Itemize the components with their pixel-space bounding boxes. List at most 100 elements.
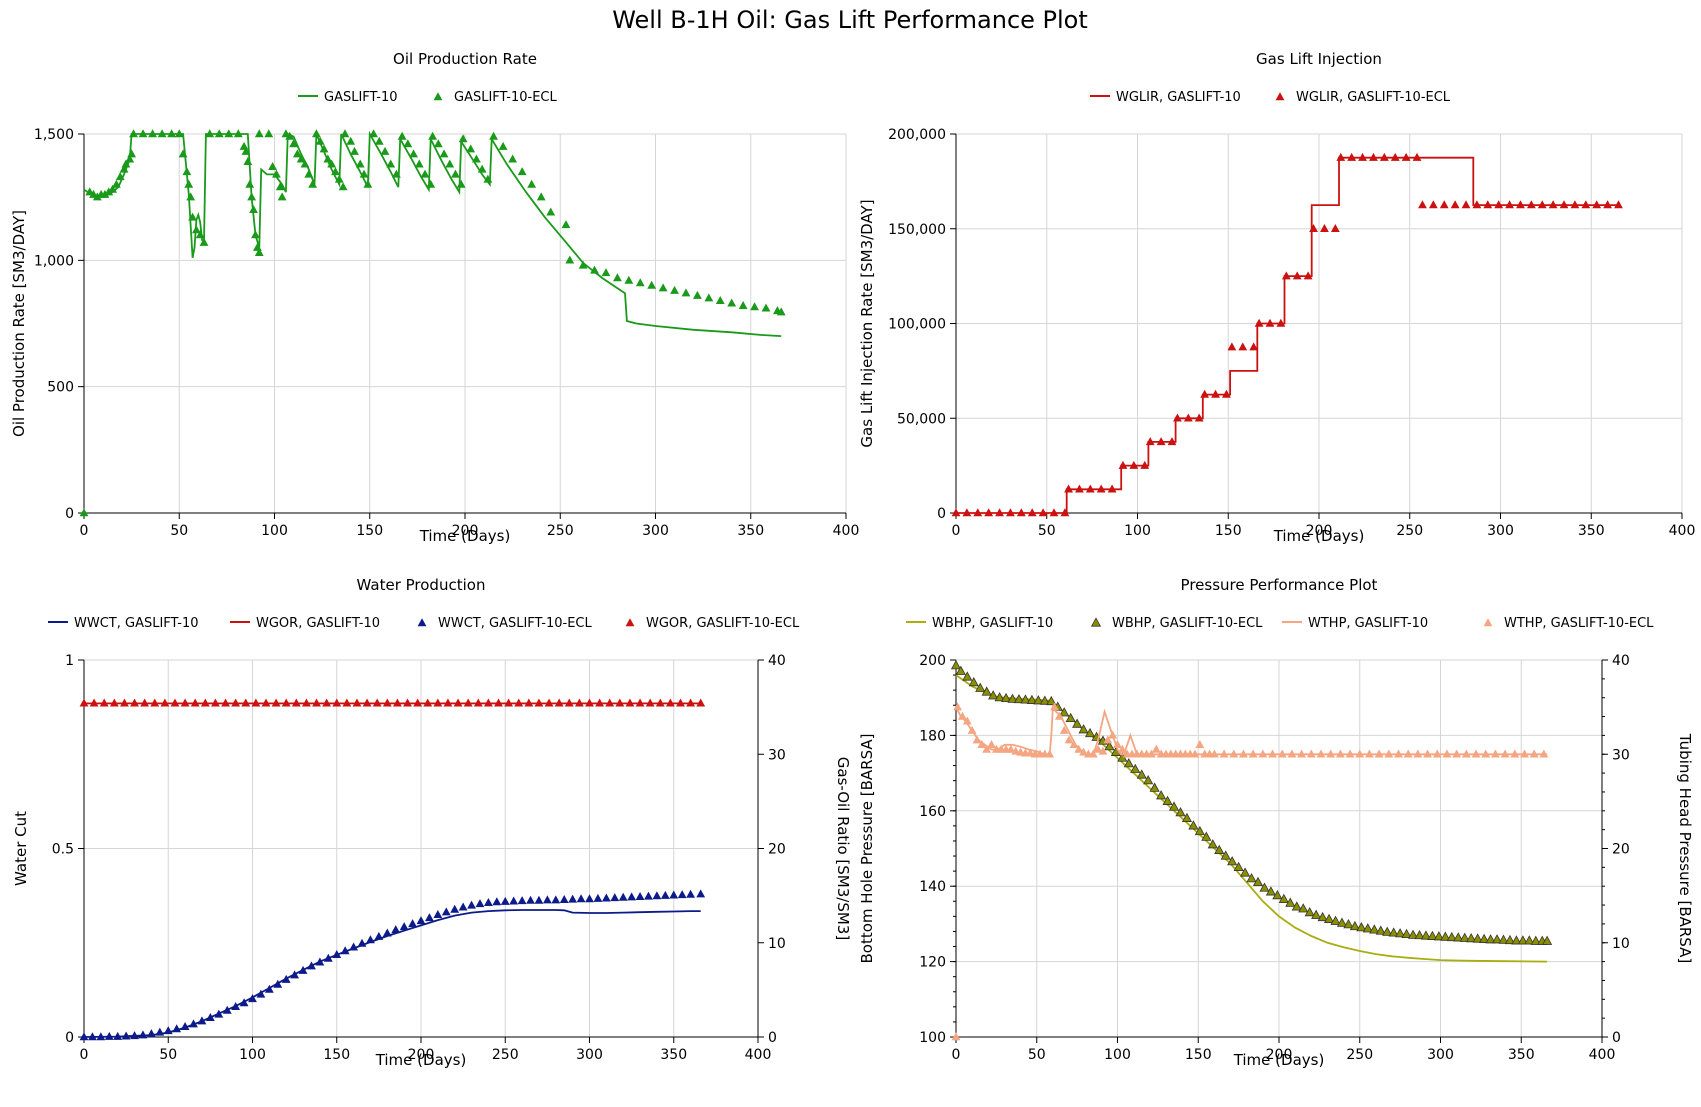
data-point (1194, 413, 1204, 422)
y-axis-label: Gas Lift Injection Rate [SM3/DAY] (858, 199, 876, 447)
data-point (100, 189, 110, 198)
x-tick-label: 300 (576, 1047, 603, 1063)
data-point (1117, 744, 1127, 753)
data-point (1246, 873, 1257, 883)
data-point (362, 698, 372, 707)
data-point (635, 698, 645, 707)
data-point (1481, 749, 1491, 758)
data-point (441, 907, 451, 916)
data-point (613, 273, 622, 282)
data-point (357, 938, 367, 947)
data-point (696, 698, 706, 707)
data-point (89, 698, 99, 707)
x-tick-label: 50 (170, 523, 188, 539)
y2-tick-label: 20 (768, 842, 786, 858)
data-point (1143, 775, 1154, 785)
data-point (1510, 749, 1520, 758)
data-point (249, 205, 258, 213)
data-point (1472, 200, 1482, 209)
data-point (296, 154, 306, 163)
data-point (962, 508, 972, 517)
data-point (1343, 919, 1354, 929)
data-point (205, 129, 215, 138)
data-point (500, 896, 510, 905)
data-point (1336, 917, 1348, 927)
data-point (443, 698, 453, 707)
y2-tick-label: 10 (1612, 936, 1630, 952)
data-point (99, 698, 109, 707)
data-point (1060, 508, 1070, 517)
x-tick-label: 0 (80, 523, 89, 539)
data-point (610, 893, 620, 902)
data-point (542, 895, 552, 904)
legend-label: GASLIFT-10-ECL (454, 90, 558, 105)
y-tick-label: 200 (919, 653, 946, 669)
data-point (1345, 749, 1355, 758)
data-point (1281, 271, 1291, 280)
data-point (155, 1027, 165, 1036)
data-point (670, 285, 679, 294)
data-point (1277, 749, 1287, 758)
data-point (184, 179, 194, 188)
x-tick-label: 350 (737, 523, 764, 539)
data-point (585, 698, 594, 707)
x-axis-label: Time (Days) (1273, 527, 1365, 545)
data-point (984, 508, 994, 517)
data-point (386, 159, 396, 168)
data-point (251, 698, 261, 707)
data-point (958, 711, 967, 720)
data-point (1559, 200, 1569, 209)
plot-area (950, 660, 1553, 1041)
data-point (975, 682, 986, 692)
data-point (1384, 749, 1394, 758)
data-point (995, 508, 1004, 517)
x-tick-label: 0 (952, 523, 961, 539)
data-point (686, 889, 695, 898)
data-point (669, 890, 679, 899)
data-point (1537, 200, 1547, 209)
data-point (1349, 920, 1360, 931)
data-point (953, 702, 963, 711)
data-point (1517, 935, 1528, 945)
legend-entry-wgor-gaslift-10-ecl: WGOR, GASLIFT-10-ECL (625, 616, 800, 631)
data-point (665, 698, 675, 707)
data-point (180, 1022, 190, 1031)
data-point (233, 129, 243, 138)
data-point (1259, 882, 1270, 892)
data-point (1238, 342, 1248, 351)
x-tick-label: 300 (1427, 1047, 1454, 1063)
data-point (524, 698, 534, 707)
data-point (420, 169, 430, 178)
data-point (1498, 934, 1509, 944)
data-point (1306, 749, 1316, 758)
chart-title: Gas Lift Injection (1256, 50, 1382, 68)
data-point (1362, 923, 1373, 933)
data-point (268, 162, 277, 171)
data-point (312, 698, 321, 707)
data-point (988, 690, 999, 700)
data-point (1072, 718, 1083, 728)
data-point (514, 698, 524, 707)
series-line-wglir-gaslift-10 (956, 156, 1621, 514)
data-point (1388, 927, 1399, 937)
legend-swatch-marker (1483, 618, 1493, 627)
data-point (951, 1032, 961, 1041)
data-point (456, 179, 466, 188)
x-tick-label: 400 (745, 1047, 772, 1063)
data-point (231, 1002, 241, 1011)
data-point (1248, 749, 1258, 758)
data-point (1316, 749, 1326, 758)
data-point (625, 698, 635, 707)
data-point (1614, 200, 1623, 209)
data-point (292, 149, 302, 158)
data-point (104, 187, 114, 196)
series-markers-wbhp-gaslift-10-ecl (950, 660, 1553, 945)
y-tick-label: 50,000 (897, 411, 946, 427)
data-point (178, 149, 188, 158)
data-point (414, 159, 424, 168)
x-tick-label: 250 (492, 1047, 519, 1063)
data-point (1240, 867, 1251, 877)
data-point (1167, 437, 1177, 446)
data-point (332, 698, 342, 707)
data-point (504, 698, 514, 707)
